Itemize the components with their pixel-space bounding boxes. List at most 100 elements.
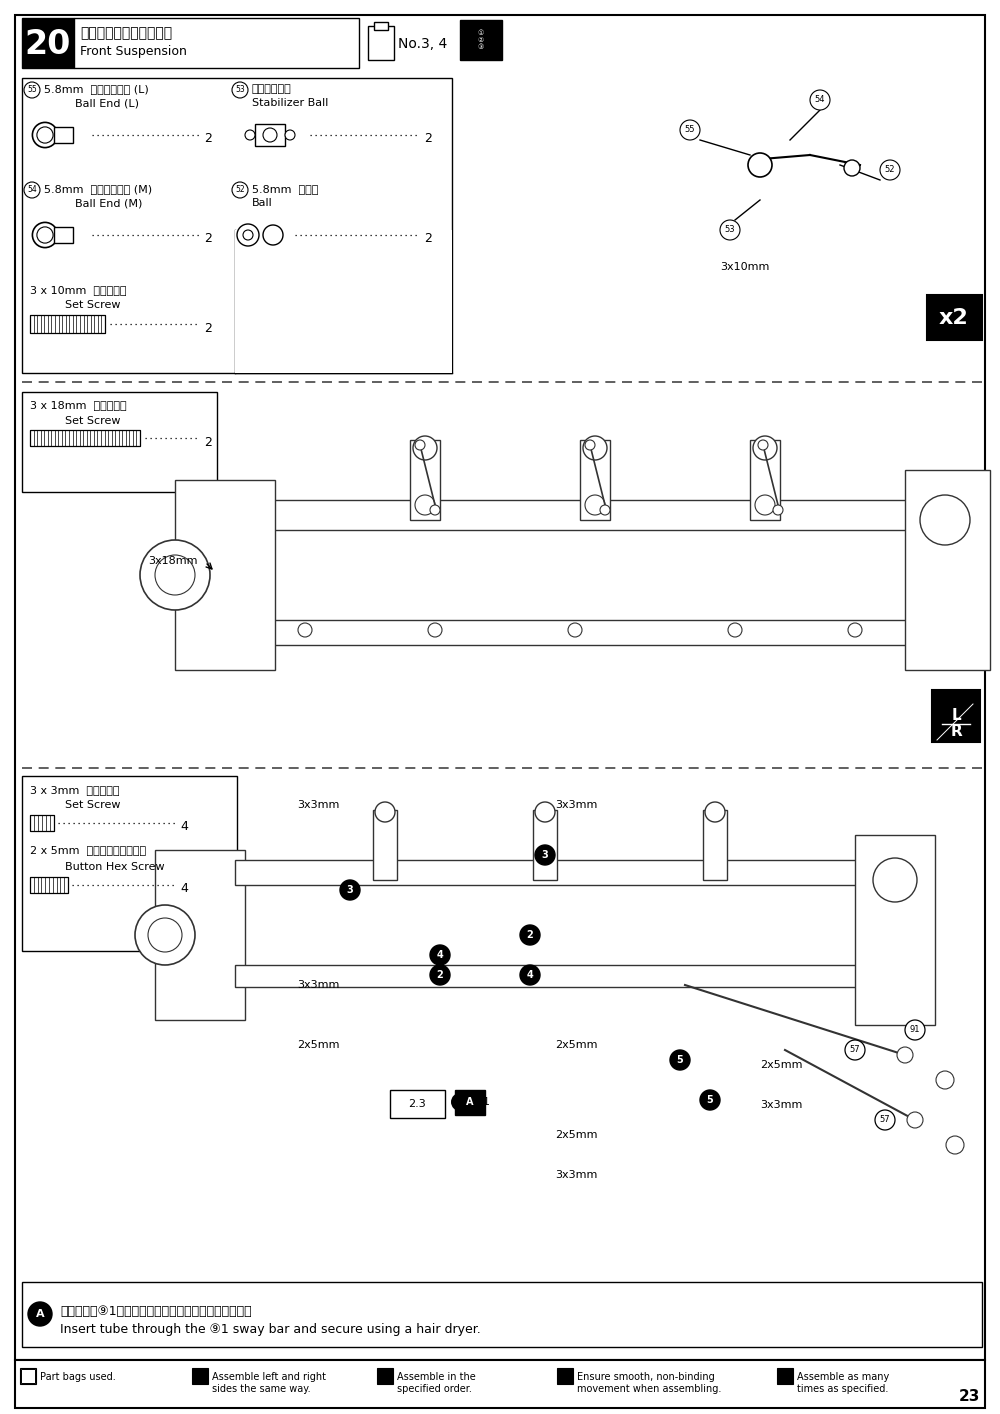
- Bar: [192, 1367, 208, 1384]
- Circle shape: [720, 221, 740, 240]
- Text: x2: x2: [939, 308, 969, 328]
- Text: 3 x 10mm  セットビス: 3 x 10mm セットビス: [30, 286, 126, 296]
- Circle shape: [428, 624, 442, 636]
- Text: 3: 3: [347, 885, 353, 895]
- Bar: [703, 810, 727, 880]
- Circle shape: [907, 1111, 923, 1128]
- Circle shape: [232, 182, 248, 198]
- Circle shape: [37, 226, 53, 243]
- Bar: [22, 1282, 982, 1348]
- Bar: [54, 127, 73, 143]
- Text: 2: 2: [527, 930, 533, 940]
- Text: 3 x 18mm  セットビス: 3 x 18mm セットビス: [30, 400, 127, 410]
- Circle shape: [263, 225, 283, 245]
- Text: Ball End (L): Ball End (L): [75, 98, 139, 107]
- Circle shape: [148, 918, 182, 952]
- Bar: [927, 296, 982, 339]
- Bar: [557, 1367, 573, 1384]
- Circle shape: [920, 495, 970, 544]
- Text: 23: 23: [959, 1389, 980, 1404]
- Circle shape: [232, 82, 248, 98]
- Circle shape: [32, 222, 58, 247]
- Circle shape: [245, 130, 255, 140]
- Circle shape: [700, 1090, 720, 1110]
- Bar: [22, 18, 74, 68]
- Bar: [74, 18, 359, 68]
- Text: A: A: [36, 1309, 44, 1319]
- Text: 57: 57: [880, 1116, 890, 1124]
- Text: 2: 2: [204, 232, 212, 246]
- Text: 5: 5: [677, 1055, 683, 1065]
- Text: Ball End (M): Ball End (M): [75, 198, 142, 208]
- Text: 3: 3: [542, 850, 548, 860]
- Bar: [235, 860, 885, 885]
- Text: Assemble left and right: Assemble left and right: [212, 1372, 326, 1381]
- Circle shape: [583, 436, 607, 460]
- Text: Front Suspension: Front Suspension: [80, 45, 187, 58]
- Text: 20: 20: [25, 27, 71, 61]
- Circle shape: [520, 964, 540, 986]
- Circle shape: [753, 436, 777, 460]
- Circle shape: [873, 858, 917, 902]
- Circle shape: [845, 1041, 865, 1060]
- Text: 2x5mm: 2x5mm: [555, 1130, 598, 1140]
- Circle shape: [298, 624, 312, 636]
- Circle shape: [155, 556, 195, 595]
- Circle shape: [758, 440, 768, 450]
- Circle shape: [844, 160, 860, 175]
- Bar: [30, 430, 140, 445]
- Text: No.3, 4: No.3, 4: [398, 37, 447, 51]
- Bar: [255, 619, 935, 645]
- Circle shape: [600, 505, 610, 515]
- Text: 5.8mm  ボールエンド (L): 5.8mm ボールエンド (L): [44, 83, 149, 93]
- Bar: [235, 964, 885, 987]
- Text: 91: 91: [910, 1025, 920, 1035]
- Text: L: L: [951, 708, 961, 724]
- Text: Ensure smooth, non-binding: Ensure smooth, non-binding: [577, 1372, 715, 1381]
- Bar: [777, 1367, 793, 1384]
- Circle shape: [430, 945, 450, 964]
- Text: 2: 2: [204, 133, 212, 146]
- Bar: [30, 877, 68, 894]
- Text: Part bags used.: Part bags used.: [40, 1372, 116, 1381]
- Text: 4: 4: [527, 970, 533, 980]
- Circle shape: [748, 153, 772, 177]
- Bar: [533, 810, 557, 880]
- Text: 55: 55: [27, 85, 37, 95]
- Text: スタビボール: スタビボール: [252, 83, 292, 93]
- Text: Set Screw: Set Screw: [65, 416, 120, 426]
- Text: 2.3: 2.3: [408, 1099, 426, 1109]
- Text: Assemble in the: Assemble in the: [397, 1372, 476, 1381]
- Circle shape: [680, 120, 700, 140]
- Circle shape: [415, 495, 435, 515]
- Circle shape: [705, 802, 725, 822]
- Circle shape: [451, 1093, 469, 1111]
- Bar: [580, 440, 610, 520]
- Text: 5: 5: [707, 1094, 713, 1104]
- Bar: [255, 501, 935, 530]
- Bar: [20, 1367, 36, 1384]
- Circle shape: [905, 1019, 925, 1041]
- Text: Set Screw: Set Screw: [65, 800, 120, 810]
- Text: movement when assembling.: movement when assembling.: [577, 1384, 721, 1394]
- Circle shape: [755, 495, 775, 515]
- Bar: [255, 124, 285, 146]
- Circle shape: [340, 880, 360, 899]
- Text: 2x5mm: 2x5mm: [760, 1060, 802, 1070]
- Bar: [235, 230, 452, 373]
- Circle shape: [520, 925, 540, 945]
- Circle shape: [135, 905, 195, 964]
- Text: 53: 53: [725, 225, 735, 235]
- Text: A: A: [466, 1097, 474, 1107]
- Circle shape: [413, 436, 437, 460]
- Text: 3x18mm: 3x18mm: [148, 556, 198, 566]
- Bar: [368, 25, 394, 59]
- Bar: [30, 814, 54, 831]
- Circle shape: [585, 440, 595, 450]
- Text: 2: 2: [204, 321, 212, 335]
- Text: 2: 2: [437, 970, 443, 980]
- Bar: [455, 1090, 485, 1116]
- Bar: [54, 226, 73, 243]
- Text: 2: 2: [424, 133, 432, 146]
- Text: 4: 4: [437, 950, 443, 960]
